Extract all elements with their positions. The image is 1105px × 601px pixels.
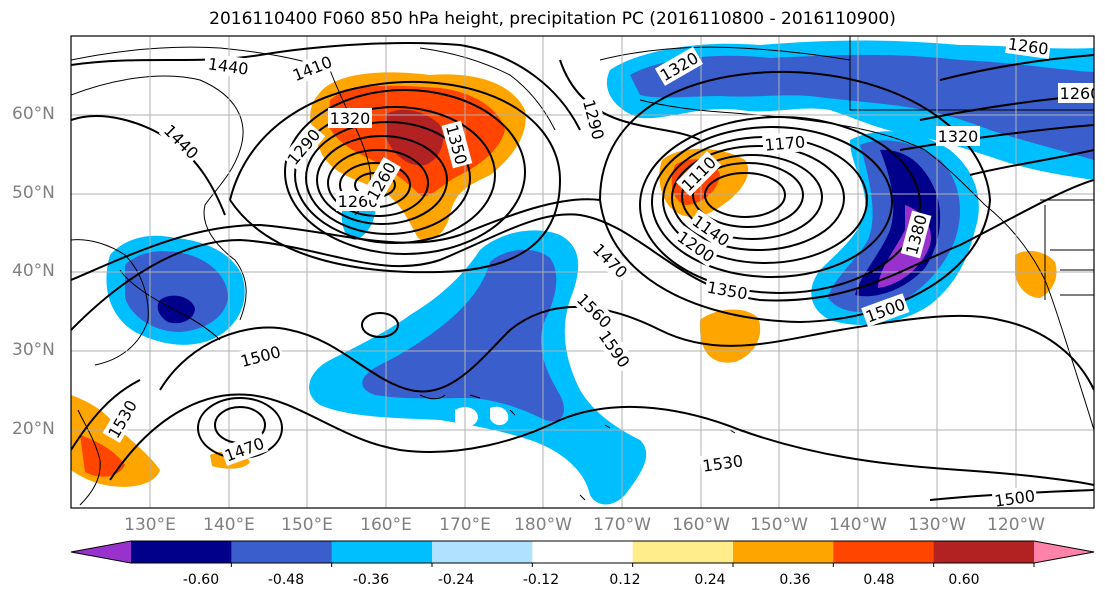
colorbar-bin xyxy=(131,541,232,563)
colorbar-bin xyxy=(733,541,834,563)
lat-label-50n: 50°N xyxy=(12,183,55,203)
precip-positive-southwest-core xyxy=(80,435,125,477)
contour-label: 1410 xyxy=(290,52,335,85)
lon-label: 150°W xyxy=(750,515,808,535)
contour-label: 1500 xyxy=(993,486,1036,510)
colorbar-bin xyxy=(432,541,533,563)
precip-negative-alaska-core xyxy=(630,54,1094,160)
colorbar-outline xyxy=(70,540,1095,564)
lat-label-20n: 20°N xyxy=(12,419,55,439)
contour-label: 1500 xyxy=(238,342,282,371)
colorbar-bin xyxy=(331,541,433,563)
colorbar-bin xyxy=(933,541,1035,563)
lat-label-30n: 30°N xyxy=(12,340,55,360)
colorbar-tick-label: 0.36 xyxy=(779,572,811,588)
colorbar-bin xyxy=(632,541,734,563)
lat-label-60n: 60°N xyxy=(12,104,55,124)
lon-label: 180°W xyxy=(514,515,572,535)
contour-label: 1170 xyxy=(764,132,806,154)
precip-positive-california xyxy=(1015,250,1057,298)
lat-label-40n: 40°N xyxy=(12,261,55,281)
colorbar-tick-label: 0.48 xyxy=(863,572,895,588)
colorbar-tick-label: -0.48 xyxy=(267,572,305,588)
lon-label: 130°W xyxy=(908,515,966,535)
precip-strong-core-kamchatka xyxy=(385,109,444,166)
lon-label: 170°E xyxy=(439,515,491,535)
contour-label: 1320 xyxy=(938,127,979,146)
contour-label: 1320 xyxy=(330,109,371,128)
colorbar-tick-label: -0.24 xyxy=(437,572,475,588)
lon-label: 150°E xyxy=(281,515,333,535)
lon-label: 140°W xyxy=(829,515,887,535)
lon-label: 140°E xyxy=(203,515,255,535)
colorbar-tick-label: 0.60 xyxy=(948,572,980,588)
lon-label: 120°W xyxy=(987,515,1045,535)
contour-label: 1350 xyxy=(706,278,749,304)
precip-negative-japan-core xyxy=(125,251,228,332)
colorbar-extend-low xyxy=(71,541,131,563)
colorbar xyxy=(70,540,1095,567)
contour-label: 1260 xyxy=(1060,84,1101,103)
map-frame xyxy=(70,35,1095,509)
colorbar-tick-label: 0.12 xyxy=(609,572,641,588)
colorbar-extend-high xyxy=(1034,541,1094,563)
lon-label: 170°W xyxy=(593,515,651,535)
precip-negative-japan-dark xyxy=(157,295,195,324)
precip-shading xyxy=(71,40,1094,505)
map-title: 2016110400 F060 850 hPa height, precipit… xyxy=(209,9,896,29)
contour-label: 1530 xyxy=(701,451,744,475)
lon-label: 130°E xyxy=(124,515,176,535)
precip-negative-central-core xyxy=(362,249,565,422)
contour-label: 1260 xyxy=(1007,34,1050,58)
colorbar-bin xyxy=(231,541,333,563)
lon-label: 160°W xyxy=(672,515,730,535)
colorbar-tick-label: -0.36 xyxy=(352,572,390,588)
precip-positive-midpacific xyxy=(699,309,761,363)
colorbar-tick-label: -0.12 xyxy=(522,572,560,588)
colorbar-tick-label: -0.60 xyxy=(182,572,220,588)
contour-label: 1290 xyxy=(579,97,608,141)
colorbar-bin xyxy=(532,541,634,563)
colorbar-tick-label: 0.24 xyxy=(694,572,726,588)
colorbar-bin xyxy=(833,541,935,563)
lon-label: 160°E xyxy=(360,515,412,535)
